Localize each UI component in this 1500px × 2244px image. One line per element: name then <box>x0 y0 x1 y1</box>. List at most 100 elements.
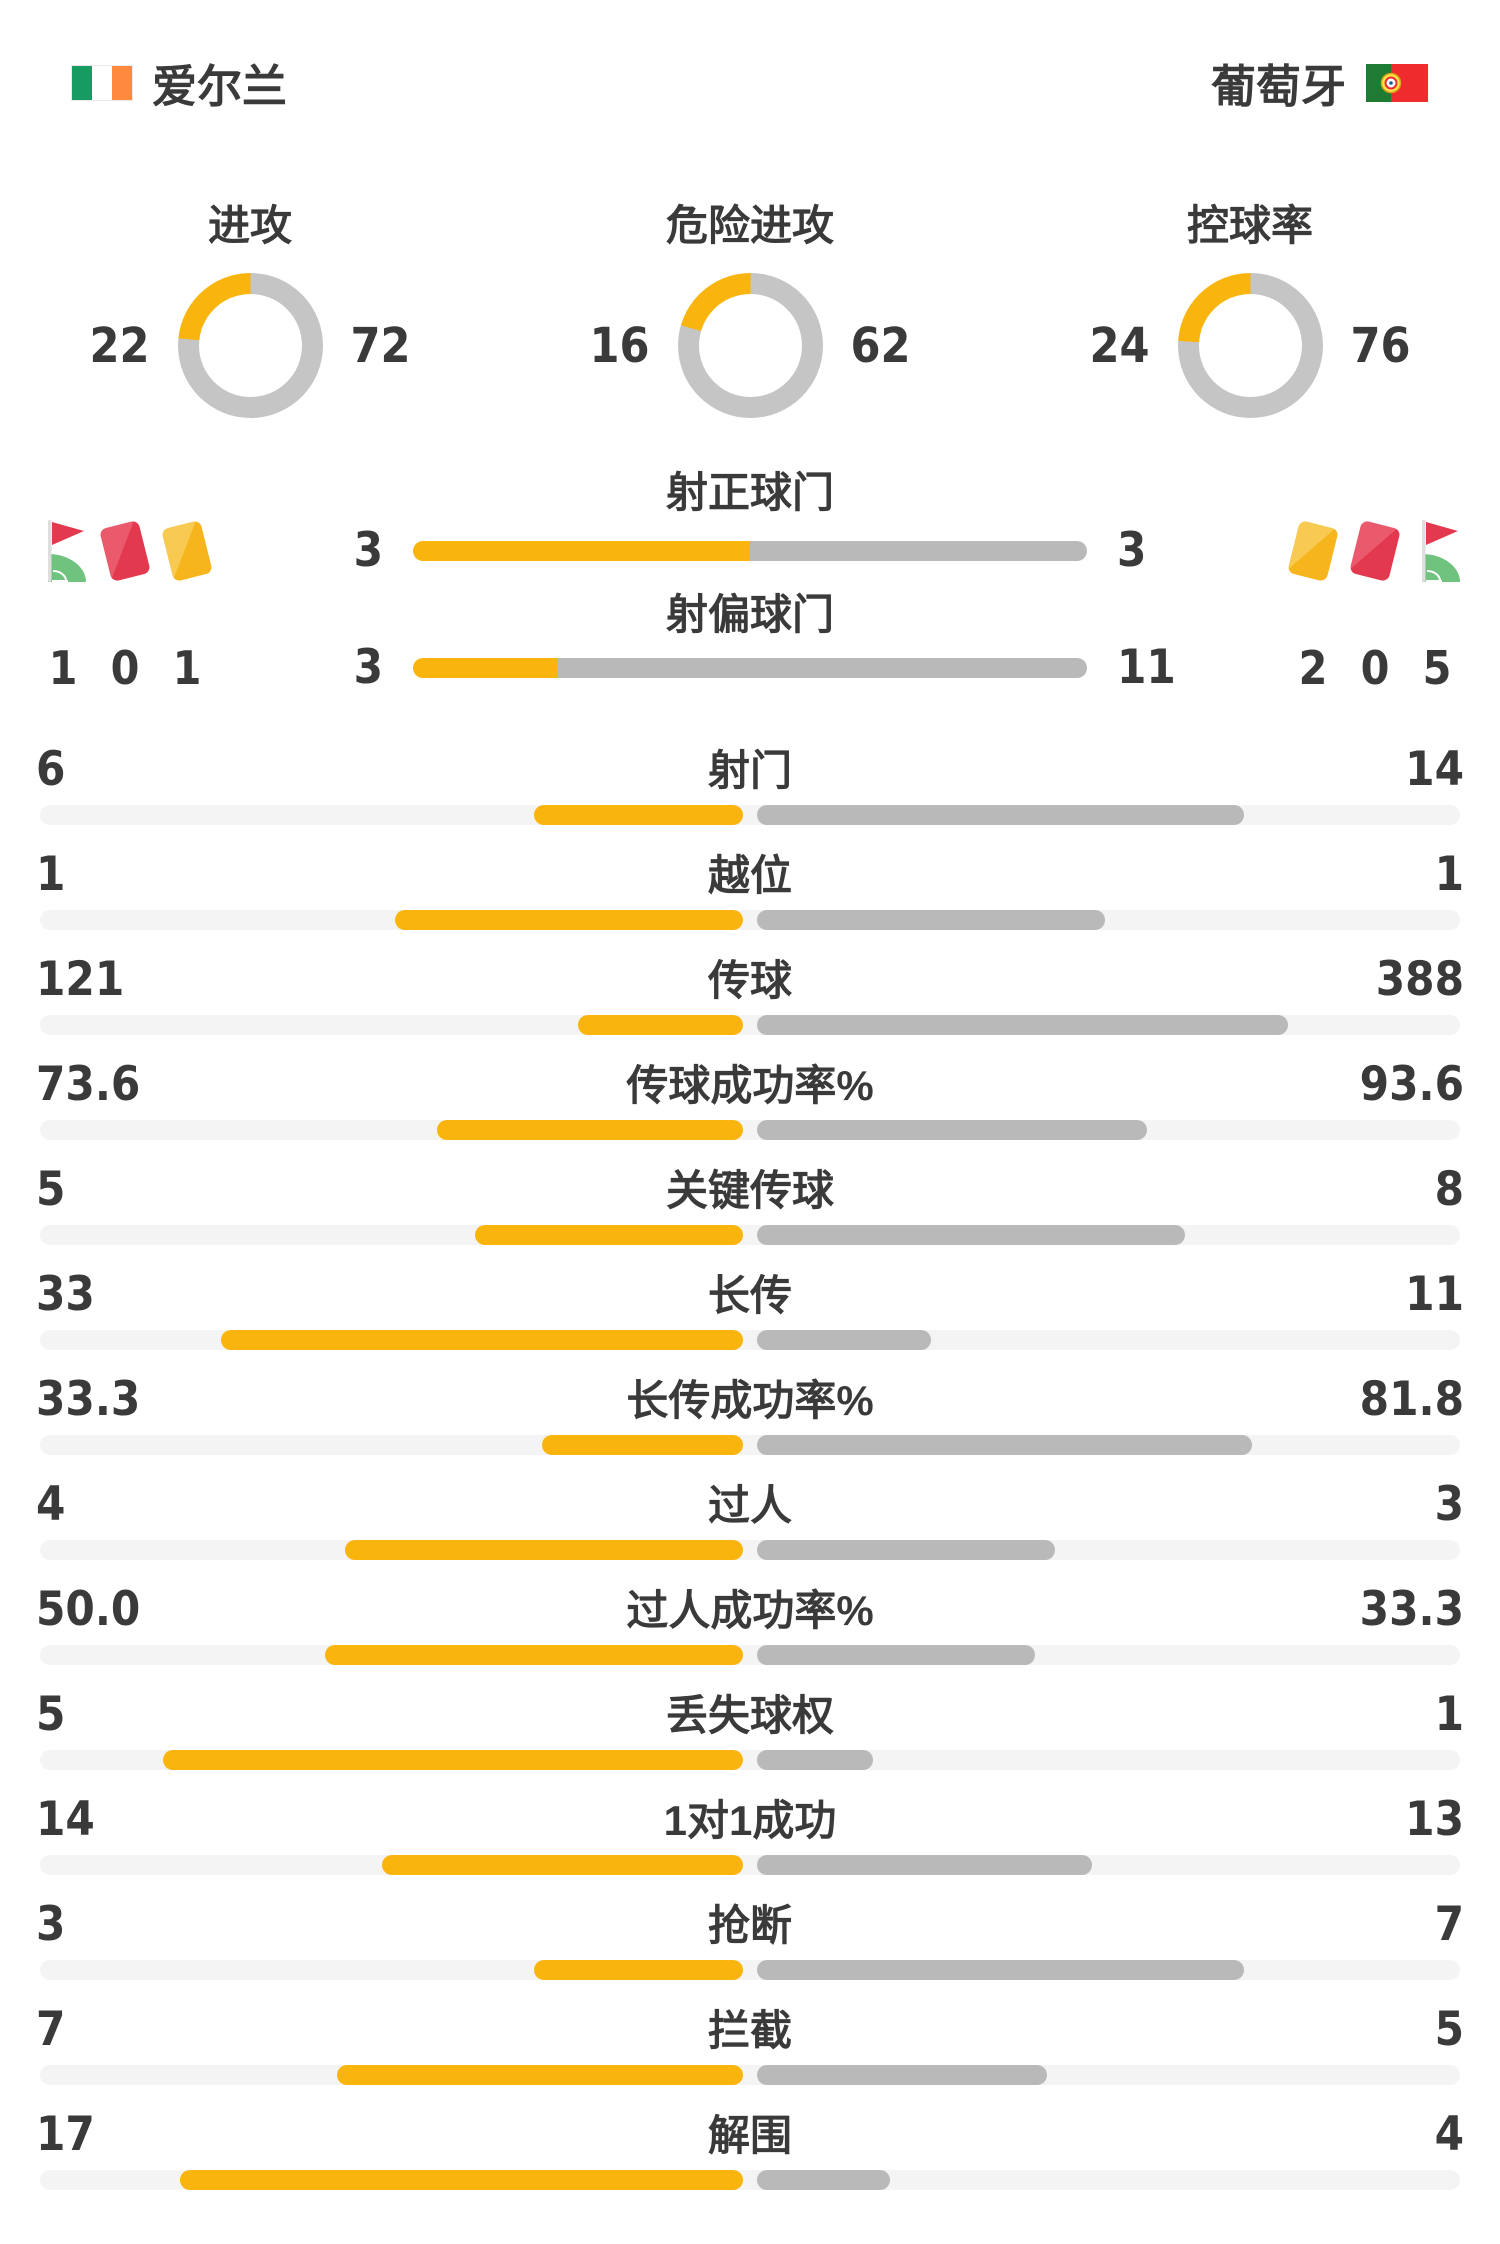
stat-bar-home <box>534 805 743 825</box>
donut-chart: 进攻 22 72 <box>0 201 500 418</box>
stat-label: 过人成功率% <box>626 1587 874 1634</box>
stat-home-value: 14 <box>36 1792 95 1847</box>
duel-title: 射正球门 <box>665 469 834 516</box>
count-slot: 1 <box>37 642 89 694</box>
stat-head: 6 射门 14 <box>33 738 1467 796</box>
away-discipline-icons <box>1287 518 1467 584</box>
donut-away-value: 76 <box>1350 317 1411 374</box>
donut-title: 控球率 <box>1186 202 1313 249</box>
stat-bar-home <box>578 1015 743 1035</box>
donut-away-value: 62 <box>850 317 911 374</box>
duel-bar-away <box>750 541 1087 561</box>
duel-away-value: 11 <box>1117 640 1176 695</box>
stat-away-value: 14 <box>1405 742 1464 797</box>
yellow-card-icon <box>161 519 213 583</box>
stat-home-value: 5 <box>36 1687 66 1742</box>
donut-ring <box>177 273 323 418</box>
stat-label: 过人 <box>707 1482 792 1529</box>
duel-away-value: 3 <box>1117 523 1147 578</box>
stat-bar-away <box>757 805 1244 825</box>
stat-row: 73.6 传球成功率% 93.6 <box>33 1053 1467 1140</box>
match-header: 爱尔兰 葡萄牙 <box>0 0 1500 115</box>
stat-head: 7 拦截 5 <box>33 1998 1467 2056</box>
stat-bar-track <box>40 1015 1460 1035</box>
stat-row: 5 关键传球 8 <box>33 1158 1467 1245</box>
stat-bar-track <box>40 1855 1460 1875</box>
stat-bar-track <box>40 1750 1460 1770</box>
flag-band-orange <box>112 65 132 100</box>
stat-away-value: 388 <box>1375 952 1464 1007</box>
stat-bar-away <box>757 1015 1288 1035</box>
stat-label: 抢断 <box>707 1902 792 1949</box>
stat-label: 关键传球 <box>665 1167 834 1214</box>
stat-away-value: 13 <box>1405 1792 1464 1847</box>
stats-list: 6 射门 14 1 越位 1 121 传球 388 73.6 传球成功率% 93.6 5 关键传球 8 33 长… <box>0 738 1500 2190</box>
stat-home-value: 5 <box>36 1162 66 1217</box>
stat-home-value: 73.6 <box>36 1057 141 1112</box>
ireland-flag-icon <box>71 64 133 101</box>
stat-away-value: 11 <box>1405 1267 1464 1322</box>
stat-bar-track <box>40 1540 1460 1560</box>
stat-bar-away <box>757 910 1105 930</box>
stat-row: 5 丢失球权 1 <box>33 1683 1467 1770</box>
count-slot: 0 <box>1349 642 1401 694</box>
stat-row: 33 长传 11 <box>33 1263 1467 1350</box>
stat-head: 17 解围 4 <box>33 2103 1467 2161</box>
corner-flag-icon <box>48 520 86 582</box>
stat-home-value: 1 <box>36 847 66 902</box>
stat-label: 长传 <box>707 1272 792 1319</box>
stat-bar-track <box>40 1330 1460 1350</box>
stat-bar-track <box>40 1645 1460 1665</box>
stat-head: 33 长传 11 <box>33 1263 1467 1321</box>
duel-bar-track <box>413 541 1087 561</box>
stat-label: 解围 <box>707 2112 792 2159</box>
stat-bar-away <box>757 1960 1244 1980</box>
stat-home-value: 6 <box>36 742 66 797</box>
stat-head: 121 传球 388 <box>33 948 1467 1006</box>
donut-home-value: 22 <box>89 317 150 374</box>
home-red-cards-count: 0 <box>110 641 140 695</box>
stat-bar-home <box>382 1855 743 1875</box>
duel-home-value: 3 <box>353 523 383 578</box>
flag-band-green <box>72 65 92 100</box>
away-corners-count: 5 <box>1422 641 1452 695</box>
stat-head: 73.6 传球成功率% 93.6 <box>33 1053 1467 1111</box>
duel-bar-home <box>413 658 558 678</box>
stat-bar-away <box>757 1435 1252 1455</box>
stat-away-value: 33.3 <box>1359 1582 1464 1637</box>
icon-slot <box>1287 519 1339 583</box>
duel-bar-home <box>413 541 750 561</box>
stat-bar-away <box>757 2065 1047 2085</box>
donut-wrap: 16 62 <box>500 273 1000 418</box>
stat-bar-track <box>40 2170 1460 2190</box>
stat-row: 4 过人 3 <box>33 1473 1467 1560</box>
donut-away-value: 72 <box>350 317 411 374</box>
stat-label: 1对1成功 <box>663 1797 837 1844</box>
donut-ring <box>677 273 823 418</box>
stat-label: 拦截 <box>707 2007 792 2054</box>
stat-home-value: 33.3 <box>36 1372 141 1427</box>
stat-bar-away <box>757 1225 1185 1245</box>
stat-head: 5 关键传球 8 <box>33 1158 1467 1216</box>
duel-home-value: 3 <box>353 640 383 695</box>
stat-bar-away <box>757 2170 890 2190</box>
stat-label: 射门 <box>707 747 792 794</box>
stat-row: 33.3 长传成功率% 81.8 <box>33 1368 1467 1455</box>
stat-bar-home <box>345 1540 743 1560</box>
donut-home-value: 16 <box>589 317 650 374</box>
count-slot: 0 <box>99 642 151 694</box>
donut-wrap: 24 76 <box>1000 273 1500 418</box>
flag-band-white <box>92 65 112 100</box>
stat-away-value: 3 <box>1434 1477 1464 1532</box>
stat-away-value: 8 <box>1434 1162 1464 1217</box>
stat-home-value: 121 <box>36 952 125 1007</box>
donut-ring <box>1177 273 1323 418</box>
stat-bar-home <box>534 1960 743 1980</box>
stat-away-value: 4 <box>1434 2107 1464 2162</box>
stat-home-value: 33 <box>36 1267 95 1322</box>
yellow-card-icon <box>1287 519 1339 583</box>
away-yellow-cards-count: 2 <box>1298 641 1328 695</box>
stat-bar-home <box>337 2065 743 2085</box>
